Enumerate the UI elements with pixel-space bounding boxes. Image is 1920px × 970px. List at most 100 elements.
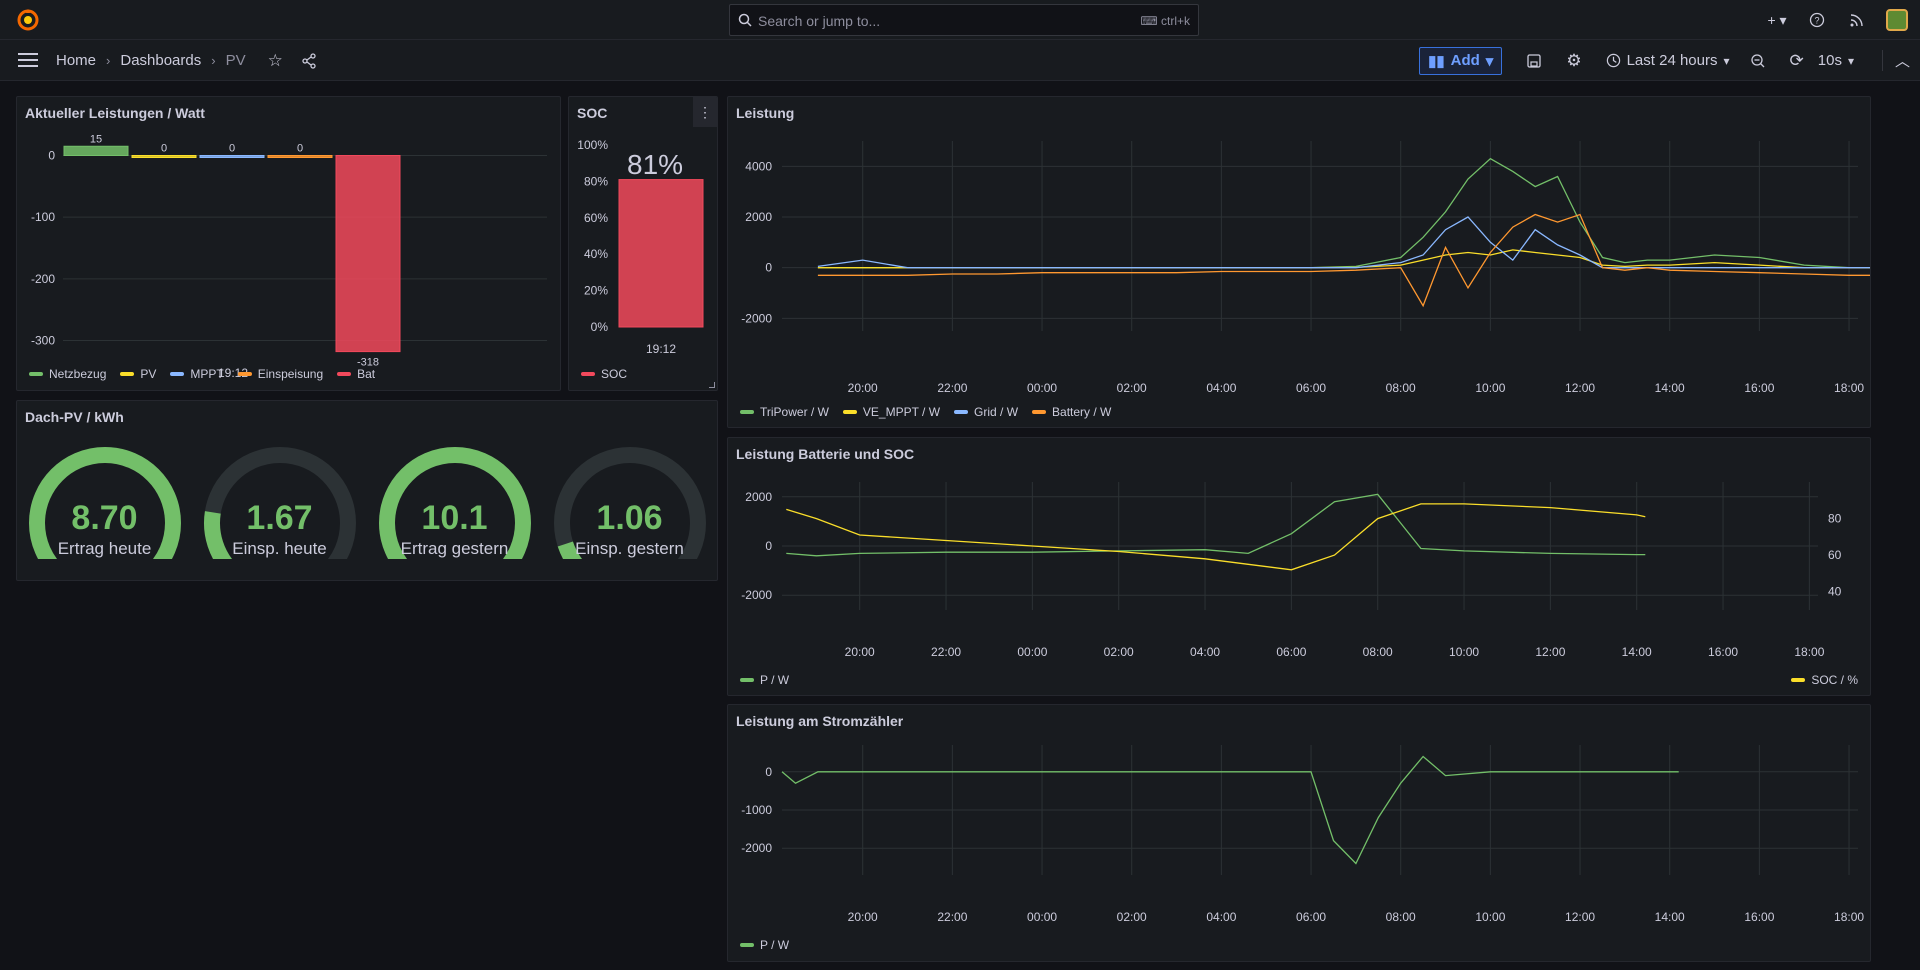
x-tick-label: 08:00: [1386, 381, 1416, 395]
y-tick-label-right: 80: [1828, 512, 1842, 526]
x-tick-label: 14:00: [1622, 645, 1652, 659]
refresh-interval-picker[interactable]: 10s ▾: [1818, 52, 1854, 69]
bar: [267, 155, 333, 158]
bar: [335, 155, 401, 353]
collapse-icon[interactable]: ︿: [1881, 50, 1910, 71]
y-tick-label: -300: [31, 334, 55, 348]
panel-leistung[interactable]: Leistung 4000 2000 0 -2000 20:00 22:00 00:00 02…: [727, 96, 1871, 428]
add-button[interactable]: ▮▮ Add ▾: [1419, 46, 1503, 75]
breadcrumb: Home › Dashboards › PV ☆: [56, 40, 317, 81]
clock-icon: [1606, 53, 1620, 68]
panel-menu-icon[interactable]: ⋮: [693, 97, 717, 127]
y-tick-label: 40%: [584, 247, 608, 261]
panel-aktuelle-leistungen[interactable]: Aktueller Leistungen / Watt 0 -100 -200 -30…: [16, 96, 561, 391]
plus-icon[interactable]: + ▾: [1767, 11, 1787, 28]
panel-batterie-soc[interactable]: Leistung Batterie und SOC 2000 0 -2000 20:0…: [727, 437, 1871, 696]
legend: P / W: [740, 938, 789, 952]
legend-swatch: [740, 943, 754, 947]
search-input[interactable]: Search or jump to... ⌨ ctrl+k: [729, 4, 1199, 36]
legend-item[interactable]: P / W: [740, 673, 789, 687]
panel-stromzaehler[interactable]: Leistung am Stromzähler 0 -1000 -2000 20:00…: [727, 704, 1871, 962]
legend-swatch: [954, 410, 969, 414]
y-tick-label: 100%: [577, 138, 608, 152]
legend-item[interactable]: Battery / W: [1032, 405, 1111, 419]
legend-item[interactable]: MPPT: [170, 367, 224, 381]
resize-handle-icon[interactable]: [709, 382, 715, 388]
time-range-picker[interactable]: Last 24 hours ▾: [1606, 52, 1730, 69]
svg-text:?: ?: [1814, 16, 1819, 26]
legend-swatch: [581, 372, 595, 376]
help-icon[interactable]: ?: [1806, 9, 1828, 31]
x-tick-label: 04:00: [1190, 645, 1220, 659]
x-tick-label: 10:00: [1475, 910, 1505, 924]
soc-value: 81%: [627, 149, 684, 180]
legend-swatch: [740, 410, 754, 414]
x-tick-label: 02:00: [1117, 910, 1147, 924]
x-tick-label: 18:00: [1834, 910, 1864, 924]
x-tick-label: 14:00: [1655, 381, 1685, 395]
legend-item[interactable]: P / W: [740, 938, 789, 952]
panel-dach-pv[interactable]: Dach-PV / kWh 8.70 Ertrag heute 1.67 Einsp.…: [16, 400, 718, 581]
x-tick-label: 20:00: [848, 910, 878, 924]
legend-label: SOC: [601, 367, 628, 381]
gauge: 1.67 Einsp. heute: [200, 439, 360, 577]
share-icon[interactable]: [301, 52, 317, 69]
legend-item[interactable]: Bat: [337, 367, 375, 381]
search-icon: [738, 13, 752, 27]
chevron-right-icon: ›: [106, 53, 111, 68]
x-tick-label: 08:00: [1363, 645, 1393, 659]
x-tick-label: 14:00: [1655, 910, 1685, 924]
y-tick-label: -1000: [741, 803, 772, 817]
legend-item[interactable]: Grid / W: [954, 405, 1018, 419]
star-icon[interactable]: ☆: [267, 50, 283, 70]
legend-item[interactable]: Einspeisung: [237, 367, 323, 381]
refresh-icon[interactable]: ⟳: [1789, 50, 1804, 70]
legend-item[interactable]: TriPower / W: [740, 405, 829, 419]
chevron-down-icon: ▾: [1723, 53, 1730, 68]
save-icon[interactable]: [1526, 53, 1542, 69]
refresh-interval-label: 10s: [1817, 52, 1842, 69]
menu-icon[interactable]: [18, 52, 38, 68]
legend-item[interactable]: SOC / %: [1791, 673, 1858, 687]
legend-item[interactable]: PV: [120, 367, 156, 381]
series-line: [817, 216, 1870, 269]
legend: TriPower / W VE_MPPT / W Grid / W Battery /…: [740, 405, 1111, 419]
gauge: 8.70 Ertrag heute: [25, 439, 185, 577]
legend-item[interactable]: VE_MPPT / W: [842, 405, 940, 419]
settings-gear-icon[interactable]: ⚙: [1566, 50, 1582, 70]
breadcrumb-home[interactable]: Home: [56, 52, 97, 69]
x-tick-label: 22:00: [937, 381, 967, 395]
avatar[interactable]: [1886, 9, 1908, 31]
x-tick-label: 04:00: [1206, 910, 1236, 924]
legend-swatch: [1032, 410, 1047, 414]
x-tick-label: 04:00: [1206, 381, 1236, 395]
grafana-logo-icon[interactable]: [16, 8, 40, 32]
breadcrumb-dashboards[interactable]: Dashboards: [120, 52, 202, 69]
legend-label: MPPT: [190, 367, 224, 381]
legend-swatch: [120, 372, 135, 376]
nav-bar: Home › Dashboards › PV ☆ ▮▮ Add ▾ ⚙ Last…: [0, 40, 1920, 81]
y-tick-label: 0: [765, 539, 772, 553]
legend-swatch: [740, 678, 754, 682]
rss-icon[interactable]: [1846, 9, 1868, 31]
gauge-value: 8.70: [71, 499, 138, 537]
y-tick-label: 0%: [591, 320, 609, 334]
legend: SOC: [581, 367, 627, 381]
y-tick-label: 2000: [745, 490, 772, 504]
panel-title: SOC: [577, 105, 608, 121]
panel-title: Leistung am Stromzähler: [736, 713, 904, 729]
legend-item[interactable]: SOC: [581, 367, 627, 381]
chevron-right-icon: ›: [211, 53, 216, 68]
series-line: [786, 503, 1646, 571]
legend-item[interactable]: Netzbezug: [29, 367, 106, 381]
time-range-label: Last 24 hours: [1626, 52, 1718, 69]
y-tick-label: 0: [48, 149, 55, 163]
gauge: 1.06 Einsp. gestern: [550, 439, 710, 577]
zoom-out-icon[interactable]: [1750, 53, 1766, 69]
panel-soc[interactable]: SOC ⋮ 100% 80% 60% 40% 20% 0% 19:12 81% SOC: [568, 96, 718, 391]
y-tick-label: -2000: [741, 841, 772, 855]
legend-swatch: [237, 372, 252, 376]
legend-swatch: [170, 372, 185, 376]
legend-label: Bat: [357, 367, 376, 381]
x-tick-label: 10:00: [1475, 381, 1505, 395]
